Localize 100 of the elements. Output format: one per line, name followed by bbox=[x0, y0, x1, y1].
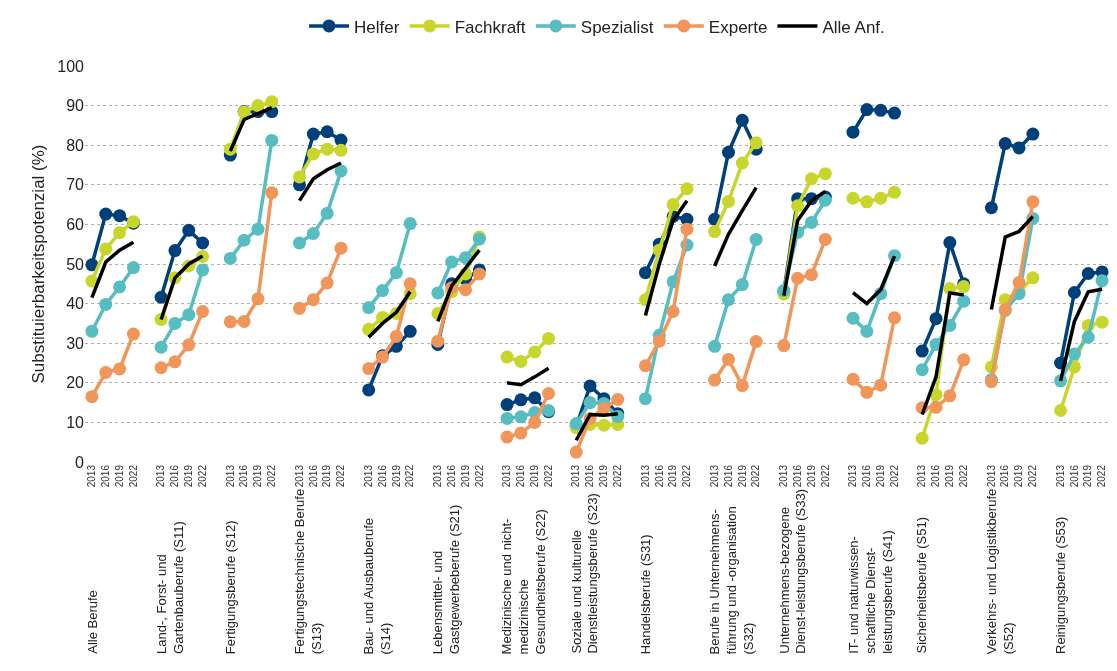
point bbox=[860, 195, 874, 209]
x-tick-label: 2019 bbox=[1013, 464, 1025, 488]
point bbox=[542, 386, 556, 400]
text: IT- und naturwissen- schaftliche Dienst- leistungsberufe (S41) bbox=[845, 530, 895, 654]
point bbox=[99, 297, 113, 311]
x-tick-label: 2016 bbox=[445, 464, 457, 488]
point bbox=[749, 232, 763, 246]
x-tick-label: 2019 bbox=[667, 464, 679, 488]
point bbox=[846, 125, 860, 139]
point bbox=[500, 350, 514, 364]
point bbox=[500, 430, 514, 444]
point bbox=[735, 379, 749, 393]
point bbox=[666, 198, 680, 212]
point bbox=[514, 393, 528, 407]
x-tick-label: 2019 bbox=[183, 464, 195, 488]
point bbox=[154, 290, 168, 304]
point bbox=[154, 340, 168, 354]
point bbox=[472, 267, 486, 281]
point bbox=[320, 276, 334, 290]
point bbox=[915, 431, 929, 445]
y-tick-label: 90 bbox=[66, 97, 85, 115]
point bbox=[874, 191, 888, 205]
point bbox=[154, 361, 168, 375]
x-tick-label: 2013 bbox=[1054, 464, 1066, 488]
y-tick-label: 10 bbox=[66, 414, 85, 431]
point bbox=[306, 147, 320, 161]
x-tick-label: 2016 bbox=[722, 464, 734, 488]
point bbox=[569, 445, 583, 459]
point bbox=[984, 201, 998, 215]
point bbox=[998, 137, 1012, 151]
x-tick-label: 2013 bbox=[224, 464, 236, 488]
x-tick-label: 2019 bbox=[113, 464, 125, 488]
x-tick-label: 2022 bbox=[404, 464, 416, 488]
point bbox=[680, 182, 694, 196]
point bbox=[320, 125, 334, 139]
text: Alle Berufe bbox=[84, 590, 100, 654]
x-tick-label: 2016 bbox=[169, 464, 181, 488]
point bbox=[306, 127, 320, 141]
point bbox=[721, 293, 735, 307]
x-tick-label: 2022 bbox=[127, 464, 139, 488]
point bbox=[874, 103, 888, 117]
point bbox=[389, 266, 403, 280]
x-tick-label: 2016 bbox=[376, 464, 388, 488]
point bbox=[888, 311, 902, 325]
point bbox=[708, 225, 722, 239]
point bbox=[749, 136, 763, 150]
point bbox=[1026, 271, 1040, 285]
point bbox=[721, 194, 735, 208]
y-tick-label: 0 bbox=[75, 453, 85, 471]
point bbox=[196, 236, 210, 250]
x-tick-label: 2013 bbox=[86, 464, 98, 488]
point bbox=[237, 233, 251, 247]
point bbox=[528, 345, 542, 359]
x-tick-label: 2019 bbox=[321, 464, 333, 488]
point bbox=[445, 255, 459, 269]
point bbox=[708, 373, 722, 387]
x-tick-label: 2013 bbox=[708, 464, 720, 488]
x-tick-label: 2013 bbox=[362, 464, 374, 488]
point bbox=[583, 379, 597, 393]
point bbox=[846, 191, 860, 205]
point bbox=[611, 392, 625, 406]
x-tick-label: 2016 bbox=[238, 464, 250, 488]
point bbox=[943, 236, 957, 250]
point bbox=[860, 324, 874, 338]
point bbox=[403, 277, 417, 291]
point bbox=[126, 261, 140, 275]
x-tick-label: 2019 bbox=[598, 464, 610, 488]
text: Fertigungstechnische Berufe (S13) bbox=[292, 488, 325, 655]
point bbox=[735, 156, 749, 170]
point bbox=[805, 215, 818, 229]
x-tick-label: 2013 bbox=[985, 464, 997, 488]
text: Land-, Forst- und Gartenbauberufe (S11) bbox=[153, 521, 186, 654]
text: Bau- und Ausbauberufe (S14) bbox=[361, 517, 394, 655]
point bbox=[915, 363, 929, 377]
text: Reinigungsberufe (S53) bbox=[1052, 516, 1068, 654]
point bbox=[597, 418, 611, 432]
y-tick-label: 60 bbox=[66, 216, 85, 233]
y-tick-label: 40 bbox=[66, 295, 85, 313]
point bbox=[1081, 330, 1095, 344]
point bbox=[113, 362, 127, 376]
point bbox=[929, 400, 943, 414]
x-tick-label: 2016 bbox=[861, 464, 873, 488]
point bbox=[957, 353, 971, 367]
point bbox=[500, 398, 514, 412]
point bbox=[237, 314, 251, 328]
point bbox=[735, 113, 749, 127]
point bbox=[1026, 195, 1040, 209]
point bbox=[99, 207, 113, 221]
point bbox=[818, 232, 832, 246]
x-tick-label: 2019 bbox=[390, 464, 402, 488]
text: Soziale und kulturelle Dienstleistungsberufe (S23) bbox=[568, 493, 601, 654]
x-tick-label: 2019 bbox=[805, 464, 817, 488]
point bbox=[943, 389, 957, 403]
point bbox=[542, 331, 556, 345]
x-tick-label: 2016 bbox=[515, 464, 527, 488]
text: Fertigungsberufe (S12) bbox=[223, 520, 239, 655]
point bbox=[708, 339, 722, 353]
x-tick-label: 2022 bbox=[612, 464, 624, 488]
point bbox=[334, 143, 348, 157]
x-tick-label: 2013 bbox=[432, 464, 444, 488]
